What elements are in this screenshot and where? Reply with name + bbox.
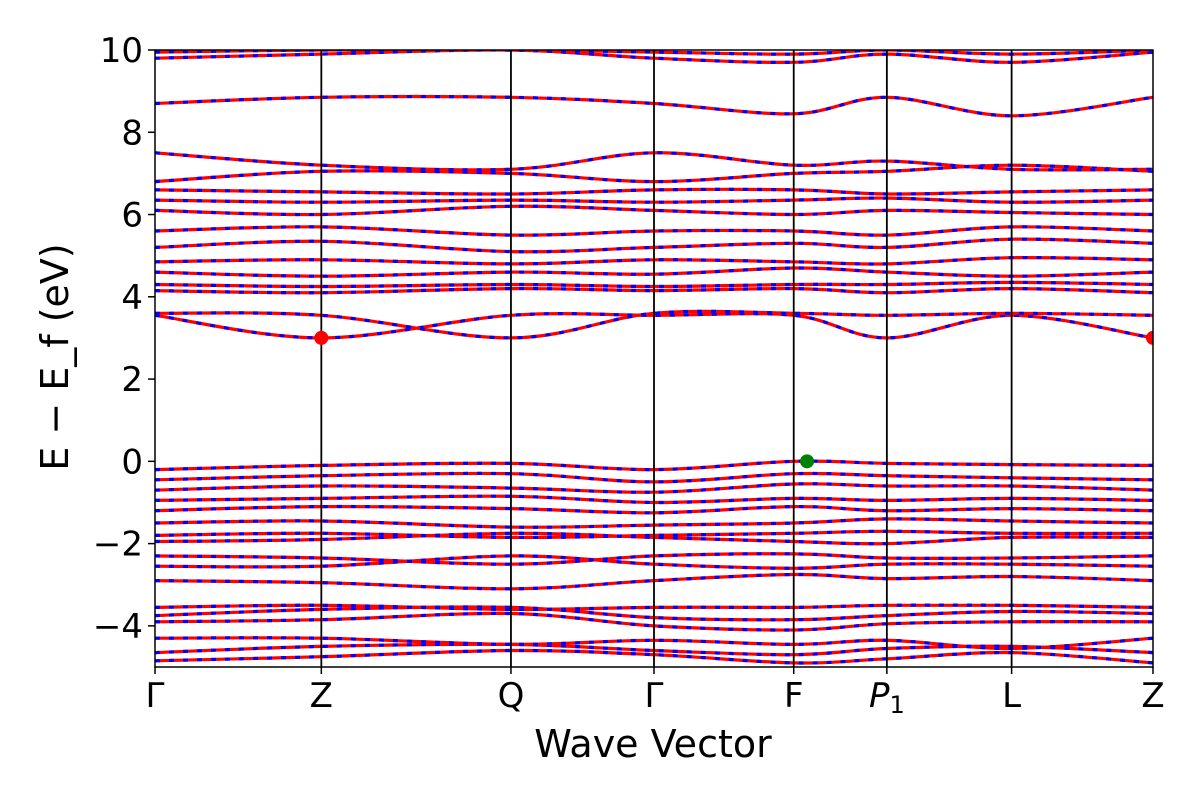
band-29-spin-down xyxy=(155,163,1153,184)
y-axis-title: E − E_f (eV) xyxy=(33,243,77,471)
x-tick-label: F xyxy=(784,676,804,716)
tick-labels: −4 −2 0 2 4 6 8 10 Γ Z Q Γ F P1 L Z xyxy=(93,31,1165,719)
band-30-spin-down xyxy=(155,151,1153,172)
band-7-spin-down xyxy=(155,572,1153,591)
band-5-spin-down xyxy=(155,605,1153,622)
band-16-spin-down xyxy=(155,471,1153,484)
x-tick-label: P1 xyxy=(869,676,905,719)
band-12-spin-down xyxy=(155,517,1153,529)
band-18-spin-down xyxy=(155,312,1153,340)
band-14-spin-down xyxy=(155,494,1153,505)
axes xyxy=(148,49,1154,674)
extremum-marker-2 xyxy=(1146,330,1153,345)
band-13-spin-down xyxy=(155,504,1153,515)
band-6-spin-down xyxy=(155,603,1153,612)
y-tick-label: −2 xyxy=(93,525,143,565)
band-28-spin-down xyxy=(155,187,1153,196)
extremum-marker-3 xyxy=(800,454,815,469)
band-3-spin-down xyxy=(155,636,1153,651)
band-1-spin-down xyxy=(155,648,1153,665)
y-tick-label: 0 xyxy=(121,442,143,482)
x-tick-label: Q xyxy=(498,676,525,716)
band-27-spin-down xyxy=(155,196,1153,204)
band-26-spin-down xyxy=(155,204,1153,217)
band-21-spin-down xyxy=(155,280,1153,289)
band-10-spin-down xyxy=(155,531,1153,546)
band-4-spin-down xyxy=(155,611,1153,632)
plot-area xyxy=(155,50,1153,667)
band-2-spin-down xyxy=(155,642,1153,657)
band-33-spin-down xyxy=(155,50,1153,56)
y-tick-label: 8 xyxy=(121,113,143,153)
band-22-spin-down xyxy=(155,266,1153,278)
x-tick-label: Z xyxy=(310,676,333,716)
band-19-spin-down xyxy=(155,309,1153,340)
band-31-spin-down xyxy=(155,94,1153,118)
band-8-spin-down xyxy=(155,554,1153,570)
band-15-spin-down xyxy=(155,482,1153,494)
y-tick-label: 4 xyxy=(121,278,143,318)
y-tick-label: 2 xyxy=(121,360,143,400)
y-tick-label: 10 xyxy=(100,31,143,71)
x-tick-label: Z xyxy=(1141,676,1164,716)
x-tick-label: L xyxy=(1002,676,1021,716)
band-20-spin-down xyxy=(155,286,1153,295)
band-25-spin-down xyxy=(155,225,1153,237)
y-tick-label: −4 xyxy=(93,607,143,647)
band-17-spin-down xyxy=(155,459,1153,472)
x-axis-title: Wave Vector xyxy=(534,722,772,766)
band-11-spin-down xyxy=(155,529,1153,540)
band-24-spin-down xyxy=(155,237,1153,254)
band-9-spin-down xyxy=(155,552,1153,566)
x-tick-label: Γ xyxy=(645,676,664,716)
x-tick-label: Γ xyxy=(146,676,165,716)
band-23-spin-down xyxy=(155,255,1153,266)
band-32-spin-down xyxy=(155,50,1153,65)
extremum-marker-1 xyxy=(314,330,329,345)
y-tick-label: 6 xyxy=(121,196,143,236)
